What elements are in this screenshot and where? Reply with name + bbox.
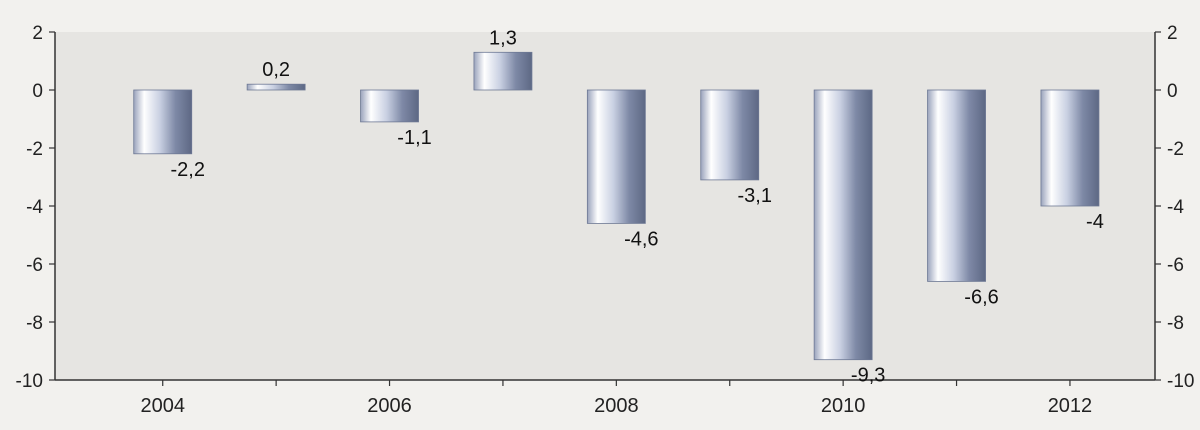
y-tick-label-left: -6: [26, 255, 43, 276]
data-label-2011: -6,6: [964, 286, 998, 308]
bar-2009: [700, 89, 760, 181]
bar-2011: [927, 89, 986, 282]
data-label-2012: -4: [1086, 211, 1104, 233]
y-tick-label-right: -2: [1167, 139, 1184, 160]
data-label-2006: -1,1: [397, 127, 431, 149]
bar-2012: [1040, 89, 1100, 207]
data-label-2009: -3,1: [738, 185, 772, 207]
y-tick-label-right: 2: [1167, 23, 1178, 44]
axes: 2 2 0 0 -2 -2 -4 -4 -6 -6 -8 -8 -10 -10 2004 2006 2008 20…: [16, 23, 1195, 417]
x-tick-label: 2006: [367, 395, 412, 417]
y-tick-label-left: 2: [32, 23, 43, 44]
bar-2006: [360, 89, 419, 123]
data-label-2005: 0,2: [262, 59, 290, 81]
data-label-2010: -9,3: [851, 365, 885, 387]
x-tick-label: 2004: [140, 395, 185, 417]
data-label-2008: -4,6: [624, 228, 658, 250]
data-labels: -2,2 0,2 -1,1 1,3 -4,6 -3,1 -9,3 -6,6 -4: [170, 27, 1103, 386]
x-tick-label: 2008: [594, 395, 639, 417]
y-tick-label-left: 0: [32, 81, 43, 102]
x-tick-label: 2010: [821, 395, 866, 417]
data-label-2007: 1,3: [489, 27, 517, 49]
bar-2004: [133, 89, 193, 155]
x-tick-label: 2012: [1048, 395, 1093, 417]
y-tick-label-left: -10: [16, 371, 43, 392]
data-label-2004: -2,2: [170, 159, 204, 181]
bar-2008: [586, 89, 646, 224]
y-tick-label-right: -4: [1167, 197, 1184, 218]
bar-2010: [813, 89, 873, 361]
bars: [133, 51, 1100, 361]
bar-2005: [246, 83, 306, 91]
bar-2007: [473, 51, 533, 91]
y-tick-label-right: -8: [1167, 313, 1184, 334]
y-tick-label-left: -4: [26, 197, 43, 218]
y-tick-label-left: -8: [26, 313, 43, 334]
y-tick-label-right: -10: [1167, 371, 1194, 392]
y-tick-label-right: 0: [1167, 81, 1178, 102]
y-tick-label-left: -2: [26, 139, 43, 160]
y-tick-label-right: -6: [1167, 255, 1184, 276]
